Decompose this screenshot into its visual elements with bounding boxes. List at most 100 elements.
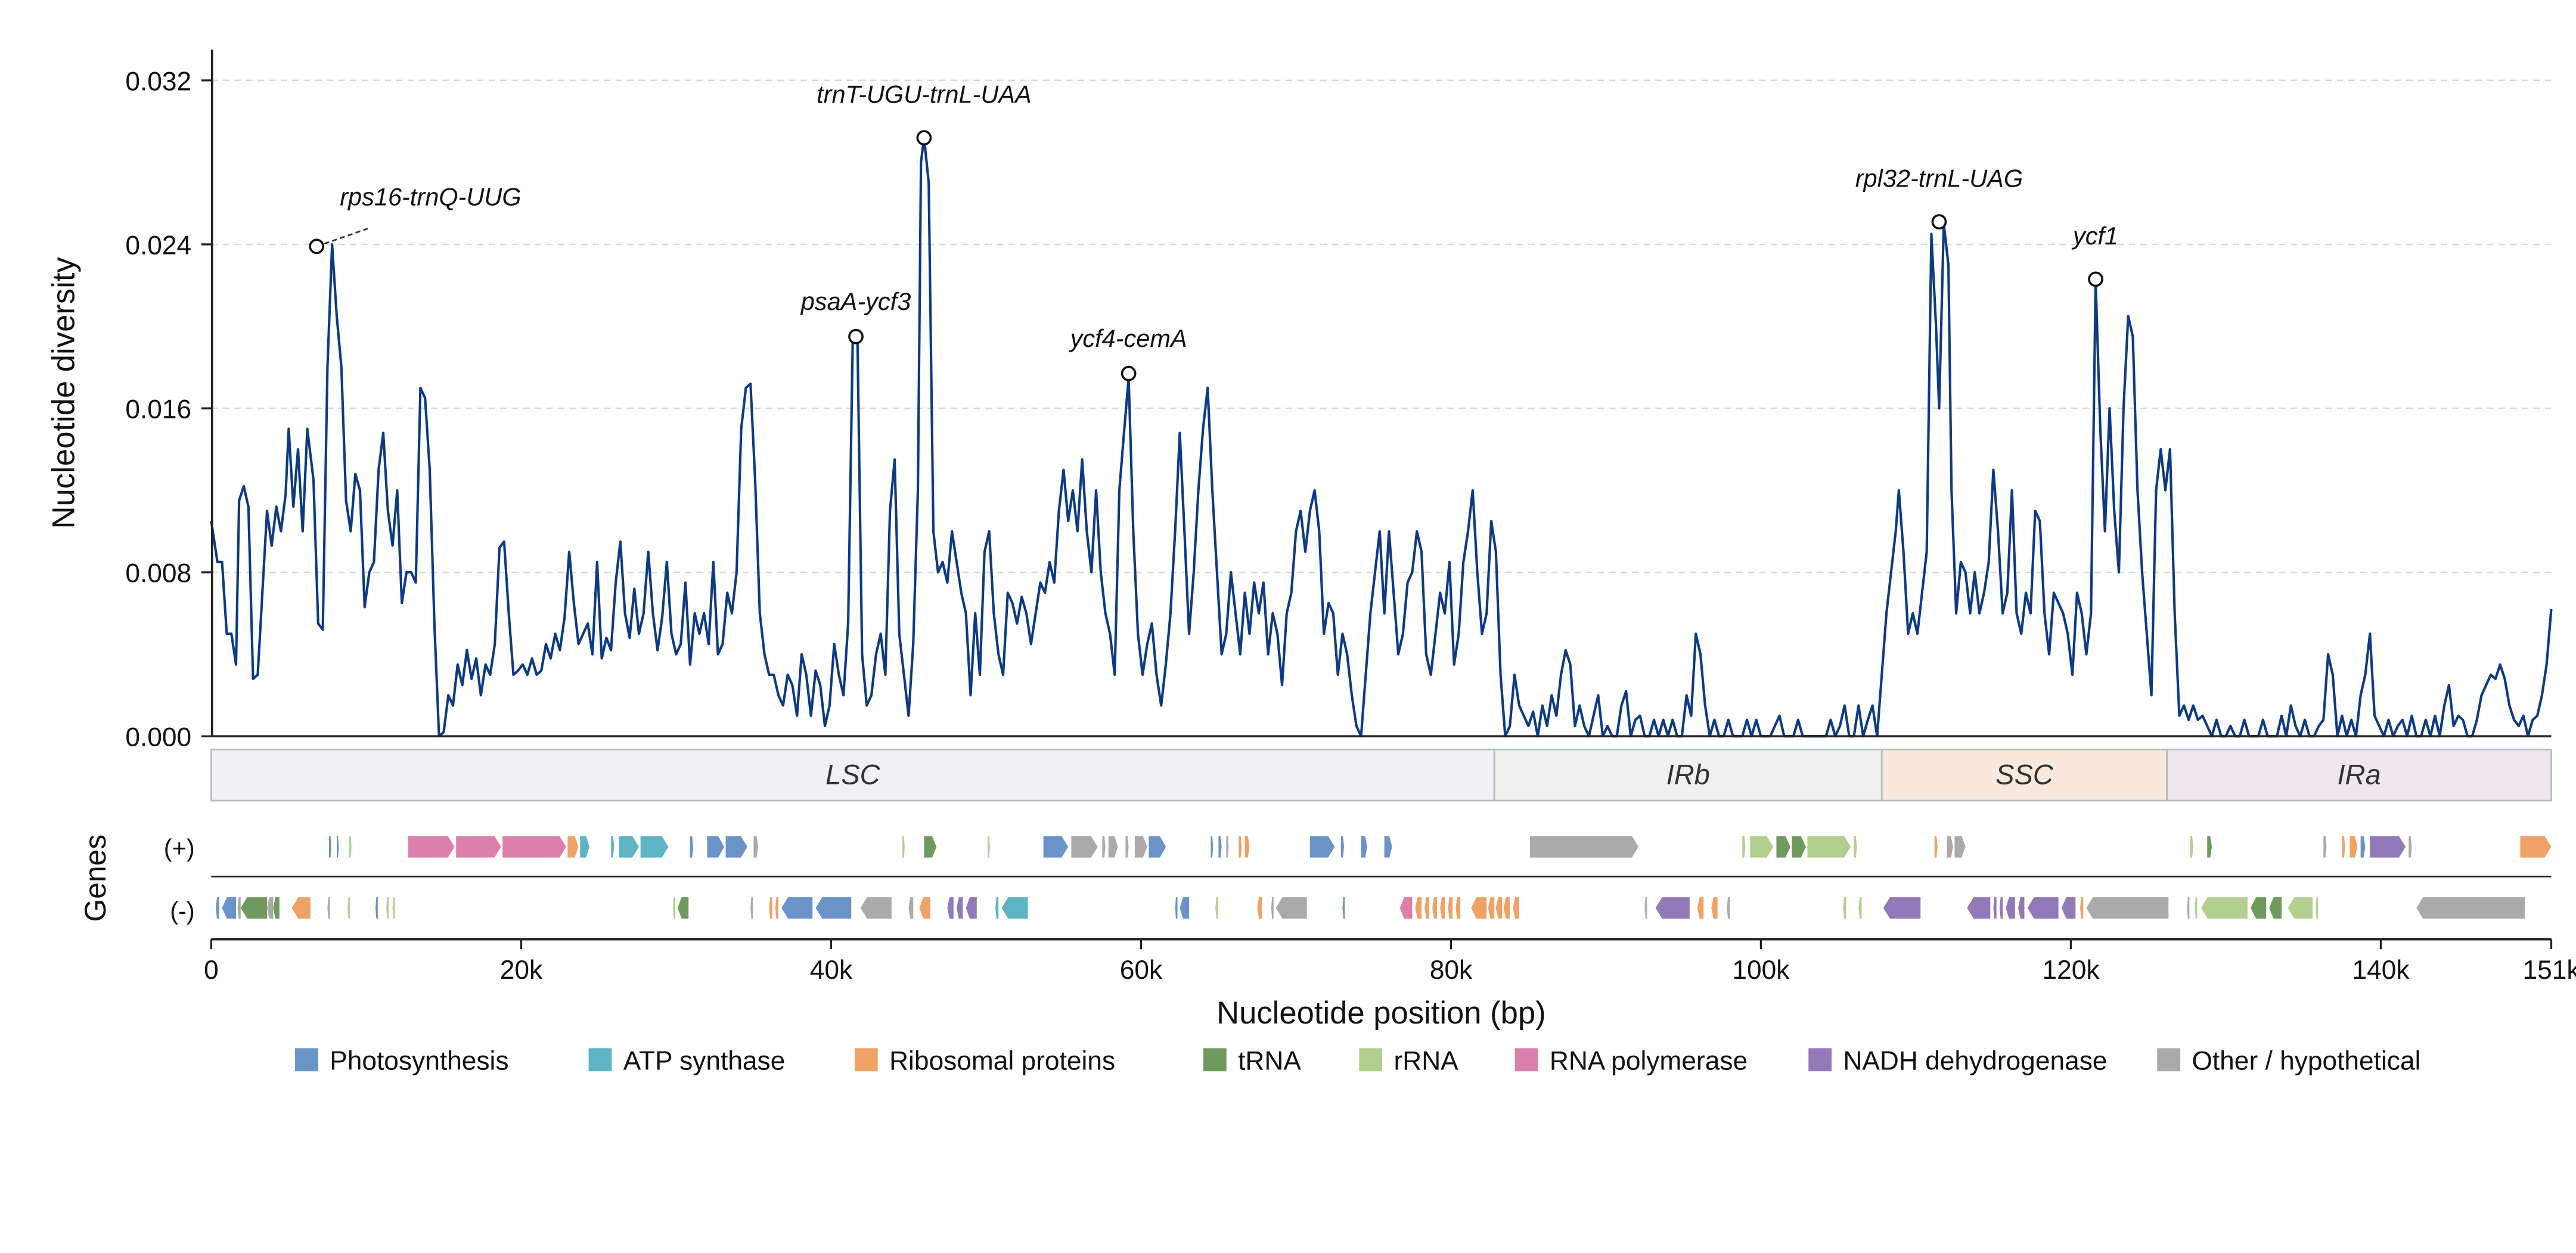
gene-rrna (2316, 897, 2319, 919)
gene-other (908, 897, 914, 919)
gene-rrna (349, 836, 352, 858)
gene-photo (1309, 836, 1335, 858)
diversity-series-line (210, 137, 2553, 738)
genome-regions-track: LSC IRb SSC IRa (210, 748, 2552, 802)
gene-other (267, 897, 274, 919)
strand-plus-label: (+) (164, 834, 195, 862)
gene-ribo (1244, 836, 1250, 858)
peak-label: trnT-UGU-trnL-UAA (817, 80, 1032, 108)
y-tick-label: 0.032 (125, 67, 191, 97)
peak-label: ycf1 (2071, 222, 2118, 250)
gene-ribo (1503, 897, 1510, 919)
gene-ribo (1471, 897, 1487, 919)
gene-other (2416, 897, 2525, 919)
legend-swatch-atp (588, 1048, 612, 1072)
gene-rrna (392, 897, 395, 919)
y-tick-label: 0.024 (125, 231, 191, 260)
gene-ndh (1883, 897, 1921, 919)
gene-photo (1361, 836, 1368, 858)
gene-ribo (2342, 836, 2345, 858)
gene-other (750, 897, 753, 919)
region-ira (2166, 748, 2552, 802)
gene-photo (1149, 836, 1166, 858)
gene-rrna (1858, 897, 1862, 919)
gene-ribo (775, 897, 779, 919)
gene-photo (329, 836, 331, 858)
peak-leader-line (316, 228, 368, 247)
y-axis-label: Nucleotide diversity (46, 257, 82, 529)
gene-atp (1001, 897, 1028, 919)
gene-ndh (1993, 897, 1997, 919)
x-tick-label: 151k (2522, 956, 2576, 985)
legend-swatch-rrna (1359, 1048, 1383, 1072)
gene-rnapol (456, 836, 501, 858)
legend-swatch-ndh (1808, 1048, 1832, 1072)
x-tick-label: 140k (2352, 956, 2410, 985)
gene-rnapol (502, 836, 566, 858)
gene-ribo (1513, 897, 1519, 919)
x-tick-label: 20k (500, 956, 543, 985)
gene-other (2323, 836, 2327, 858)
gene-photo (2360, 836, 2366, 858)
gene-trna (2251, 897, 2267, 919)
gene-ribo (567, 836, 579, 858)
gene-ndh (2018, 897, 2025, 919)
gene-other (1102, 836, 1106, 858)
gene-photo (222, 897, 236, 919)
gene-photo (690, 836, 694, 858)
gene-atp (640, 836, 669, 858)
gene-other (327, 897, 330, 919)
gene-rrna (1215, 897, 1218, 919)
region-irb (1493, 748, 1883, 802)
genes-plus-strand (329, 836, 2552, 858)
gene-rrna (1854, 836, 1857, 858)
gene-other (1071, 836, 1098, 858)
legend-label: tRNA (1238, 1046, 1301, 1075)
gene-rrna (673, 897, 676, 919)
legend-swatch-other (2157, 1048, 2181, 1072)
legend-swatch-rnapol (1514, 1048, 1538, 1072)
peak-label: rps16-trnQ-UUG (340, 183, 522, 211)
gene-photo (1175, 897, 1178, 919)
gene-ribo (2350, 836, 2358, 858)
region-label: IRa (2337, 758, 2381, 790)
gene-ribo (291, 897, 311, 919)
x-axis-ticks: 0 20k 40k 60k 80k 100k 120k 140k 151k (204, 939, 2576, 985)
gene-rrna (1807, 836, 1851, 858)
gene-ribo (919, 897, 930, 919)
region-label: LSC (825, 758, 881, 790)
gene-photo (725, 836, 748, 858)
x-tick-label: 40k (810, 956, 853, 985)
gene-rrna (1750, 836, 1774, 858)
gene-other (1275, 897, 1307, 919)
gene-other (1644, 897, 1647, 919)
legend-label: Other / hypothetical (2192, 1046, 2420, 1075)
gene-ndh (957, 897, 963, 919)
gene-photo (1342, 897, 1345, 919)
region-label: IRb (1666, 758, 1710, 790)
gene-photo (375, 897, 378, 919)
gene-other (1125, 836, 1129, 858)
gene-photo (707, 836, 725, 858)
gene-trna (924, 836, 937, 858)
axes (210, 49, 2552, 737)
peak-marker (2088, 271, 2103, 287)
gene-atp (995, 897, 999, 919)
gene-photo (1180, 897, 1190, 919)
gene-photo (781, 897, 813, 919)
legend-label: NADH dehydrogenase (1843, 1046, 2107, 1075)
genes-minus-strand (216, 897, 2525, 919)
gene-atp (619, 836, 640, 858)
gene-other (237, 897, 241, 919)
y-tick-label: 0.000 (125, 723, 191, 752)
gene-other (2086, 897, 2169, 919)
gene-ribo (1934, 836, 1938, 858)
gene-photo (1218, 836, 1222, 858)
gene-rrna (1843, 897, 1846, 919)
legend-swatch-photo (295, 1048, 318, 1072)
peak-label: ycf4-cemA (1069, 324, 1187, 352)
gene-trna (273, 897, 280, 919)
gene-rrna (988, 836, 990, 858)
gene-trna (1776, 836, 1790, 858)
gene-other (1947, 836, 1953, 858)
